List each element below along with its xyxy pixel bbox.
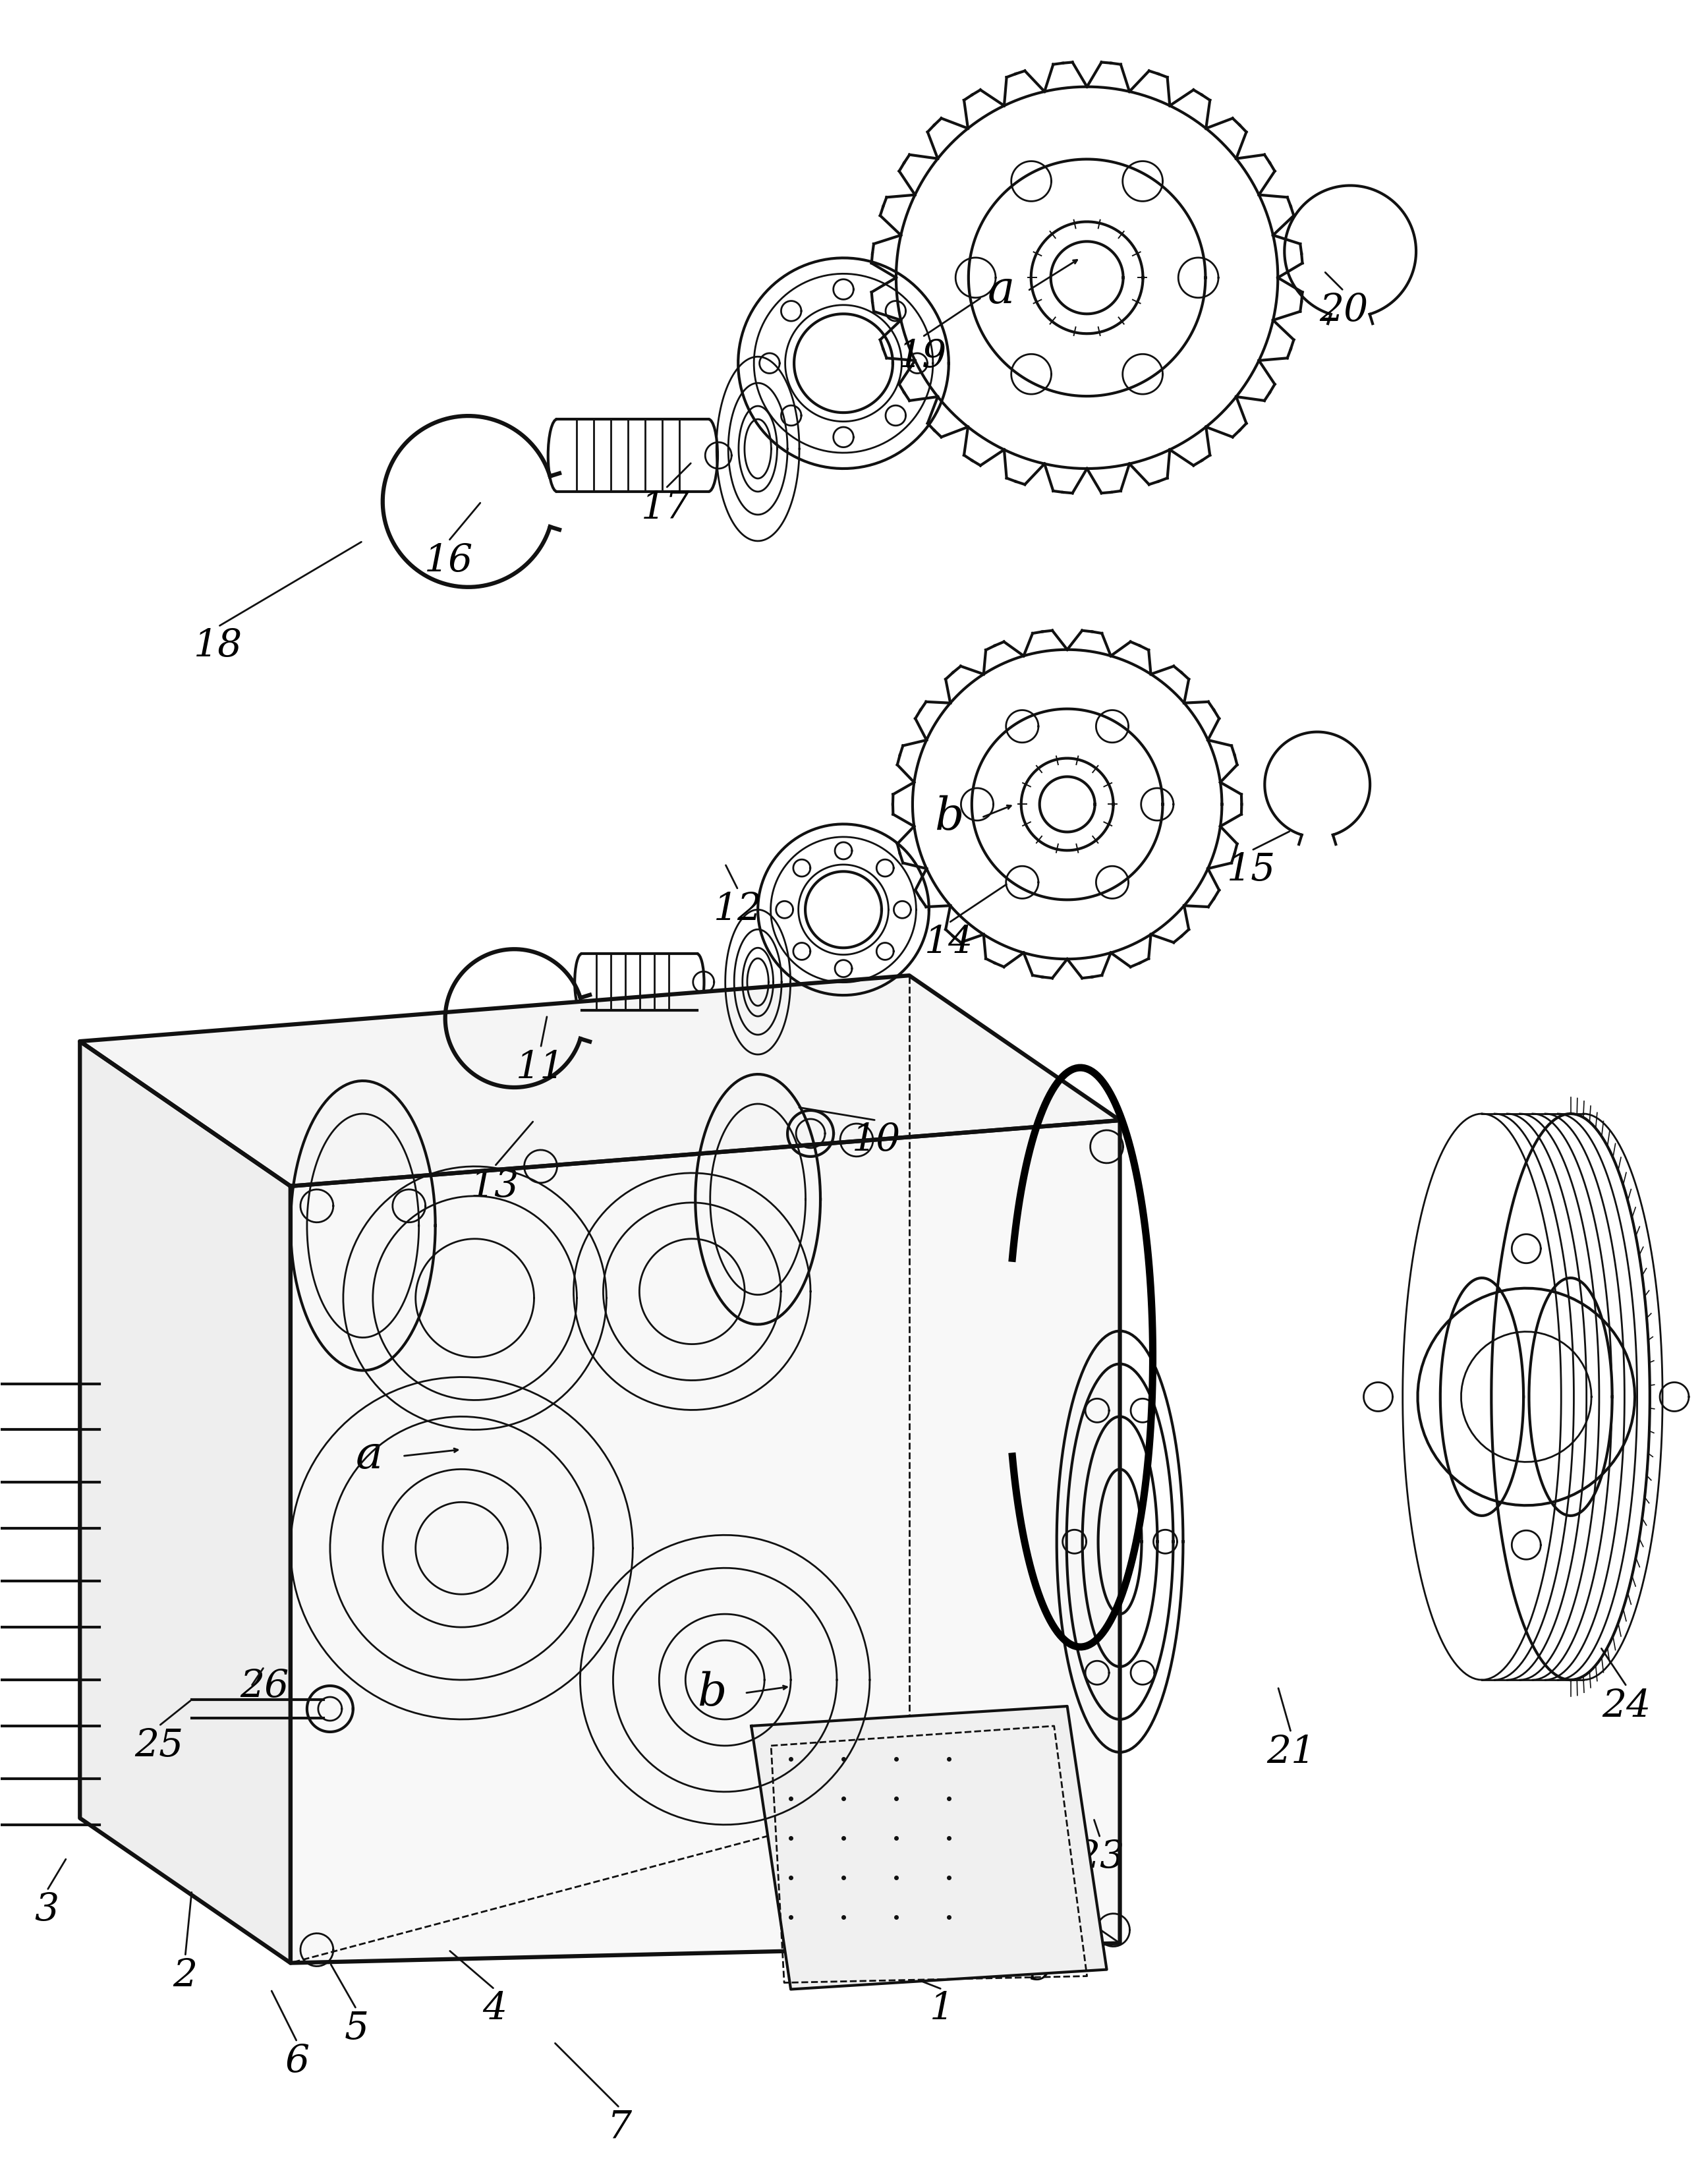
Text: 20: 20: [1319, 293, 1368, 330]
Text: 9: 9: [1028, 1950, 1054, 1987]
Text: 16: 16: [424, 542, 473, 579]
Text: 19: 19: [899, 339, 946, 376]
Polygon shape: [80, 1042, 291, 1963]
Text: 7: 7: [608, 2110, 631, 2147]
Text: 2: 2: [174, 1957, 197, 1994]
Text: 24: 24: [1602, 1688, 1651, 1725]
Polygon shape: [80, 976, 1120, 1186]
Text: 3: 3: [34, 1891, 60, 1928]
Text: 22: 22: [977, 1891, 1026, 1928]
Text: 14: 14: [924, 924, 974, 961]
Text: b: b: [934, 795, 963, 839]
Text: 18: 18: [194, 627, 243, 664]
Text: 11: 11: [516, 1048, 565, 1085]
Text: 17: 17: [642, 489, 691, 526]
Text: 1: 1: [929, 1990, 955, 2027]
Text: 15: 15: [1227, 852, 1276, 889]
Text: 4: 4: [482, 1990, 507, 2027]
Text: 21: 21: [1266, 1734, 1316, 1771]
Text: a: a: [356, 1435, 383, 1479]
Text: 8: 8: [871, 1872, 895, 1909]
Text: 10: 10: [853, 1120, 900, 1160]
Polygon shape: [291, 1120, 1120, 1963]
Text: a: a: [987, 269, 1014, 312]
Text: 25: 25: [134, 1728, 184, 1765]
Text: b: b: [698, 1671, 727, 1714]
Text: 8: 8: [996, 1839, 1019, 1876]
Polygon shape: [751, 1706, 1106, 1990]
Text: 5: 5: [344, 2009, 369, 2046]
Text: 13: 13: [470, 1168, 519, 1206]
Text: 12: 12: [713, 891, 762, 928]
Text: 6: 6: [284, 2042, 310, 2081]
Text: 23: 23: [1076, 1839, 1125, 1876]
Text: 26: 26: [240, 1669, 289, 1706]
